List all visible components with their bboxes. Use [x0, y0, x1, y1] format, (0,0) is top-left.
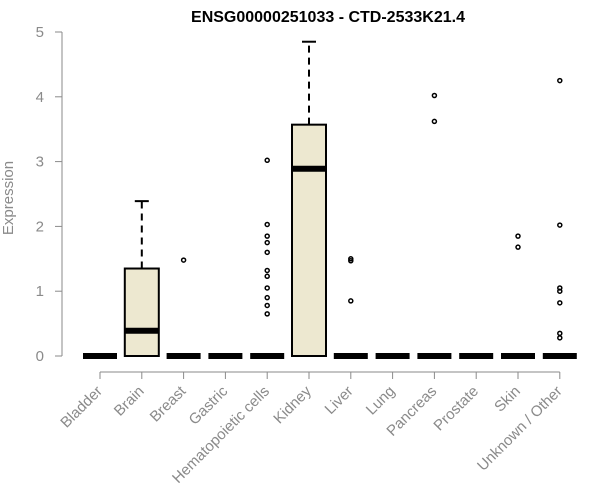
box-group: [166, 257, 201, 359]
x-tick-label: Prostate: [430, 383, 482, 435]
outlier-point: [431, 92, 438, 99]
outlier-point: [348, 298, 354, 304]
y-tick-label: 5: [36, 24, 44, 41]
x-tick-label: Brain: [111, 383, 148, 420]
plot-area: [83, 40, 577, 359]
box-group: [333, 256, 368, 359]
y-axis-label: Expression: [0, 161, 17, 235]
outlier-point: [264, 221, 270, 228]
box-group: [123, 200, 160, 357]
x-tick-label: Breast: [147, 382, 190, 425]
outlier-point: [557, 300, 563, 306]
outlier-point: [348, 256, 354, 262]
outlier-point: [557, 288, 563, 294]
outlier-point: [264, 239, 270, 246]
outlier-point: [515, 244, 521, 250]
box-group: [250, 157, 285, 359]
outlier-point: [180, 257, 187, 263]
x-tick-label: Kidney: [270, 382, 315, 427]
y-tick-label: 1: [36, 283, 44, 300]
chart-title: ENSG00000251033 - CTD-2533K21.4: [191, 9, 465, 26]
y-tick-label: 0: [36, 348, 44, 365]
outlier-point: [348, 257, 354, 264]
outlier-point: [264, 267, 270, 274]
outlier-point: [264, 311, 270, 317]
outlier-point: [431, 118, 438, 125]
outlier-point: [264, 233, 270, 239]
box-group: [291, 40, 327, 357]
y-axis: 0 1 2 3 4 5: [36, 24, 63, 365]
outlier-point: [264, 302, 270, 309]
outlier-point: [264, 157, 270, 164]
outlier-point: [557, 330, 563, 337]
box-body: [123, 267, 160, 357]
y-tick-label: 4: [36, 89, 44, 106]
x-tick-label: Liver: [322, 383, 357, 418]
outlier-point: [264, 294, 270, 301]
outlier-point: [264, 249, 270, 256]
outlier-point: [264, 285, 270, 291]
box-body: [291, 123, 327, 357]
x-tick-label: Lung: [363, 383, 399, 419]
outlier-point: [264, 273, 270, 280]
y-tick-label: 2: [36, 218, 44, 235]
outlier-point: [557, 285, 563, 291]
box-group: [417, 92, 452, 359]
x-tick-label: Bladder: [57, 383, 106, 432]
box-group: [501, 233, 535, 359]
outlier-point: [557, 77, 563, 84]
box-group: [542, 77, 577, 359]
outlier-point: [557, 222, 563, 228]
outlier-point: [515, 233, 521, 239]
outlier-point: [557, 335, 563, 341]
y-tick-label: 3: [36, 154, 44, 171]
x-tick-label: Skin: [491, 383, 524, 416]
